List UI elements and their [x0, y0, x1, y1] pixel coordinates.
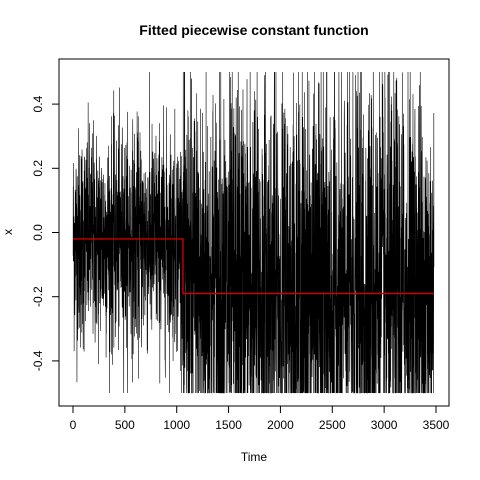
x-tick-label: 500: [115, 418, 135, 432]
x-tick-label: 3500: [423, 418, 450, 432]
x-tick-label: 2000: [267, 418, 294, 432]
observed-series-line: [72, 71, 435, 394]
y-axis: -0.4 -0.2 0.0 0.2 0.4: [31, 95, 60, 371]
y-tick-label: -0.2: [31, 286, 45, 307]
x-axis-label: Time: [241, 450, 268, 464]
observed-series: [72, 71, 435, 394]
y-tick-label: -0.4: [31, 350, 45, 371]
y-tick-label: 0.4: [31, 95, 45, 112]
y-tick-label: 0.2: [31, 160, 45, 177]
x-tick-label: 3000: [371, 418, 398, 432]
x-tick-label: 0: [70, 418, 77, 432]
chart-title: Fitted piecewise constant function: [139, 22, 368, 38]
x-tick-label: 1000: [163, 418, 190, 432]
y-axis-label: x: [1, 229, 15, 235]
fitted-step-path: [73, 238, 434, 295]
fitted-step-line: [73, 238, 434, 295]
x-tick-label: 2500: [319, 418, 346, 432]
x-tick-label: 1500: [215, 418, 242, 432]
x-axis: 0 500 1000 1500 2000 2500 3000 3500: [70, 405, 450, 432]
y-tick-label: 0.0: [31, 224, 45, 241]
